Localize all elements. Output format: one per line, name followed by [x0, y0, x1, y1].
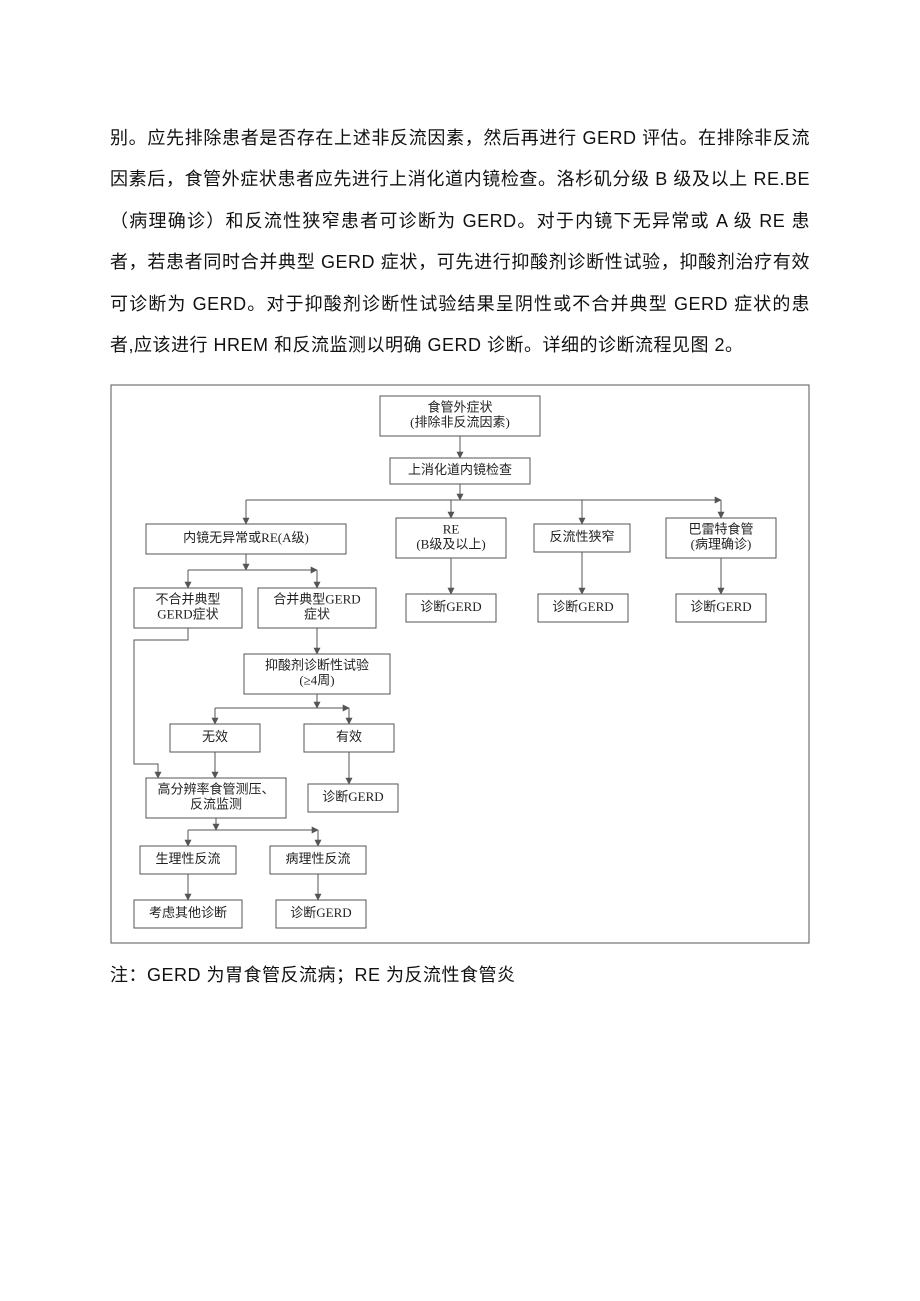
node-label: 考虑其他诊断: [149, 905, 227, 920]
node-label: 病理性反流: [285, 851, 350, 866]
node-label: RE: [443, 522, 460, 537]
node-label: 有效: [336, 729, 362, 744]
node-label: (B级及以上): [416, 537, 485, 552]
node-label: 诊断GERD: [420, 599, 481, 614]
node-label: 高分辨率食管测压、: [157, 782, 274, 797]
figure-note: 注：GERD 为胃食管反流病；RE 为反流性食管炎: [110, 956, 810, 996]
node-label: (排除非反流因素): [410, 415, 510, 430]
node-label: 上消化道内镜检查: [408, 462, 512, 477]
node-label: (≥4周): [299, 673, 334, 688]
node-label: 巴雷特食管: [688, 522, 753, 537]
node-label: (病理确诊): [691, 537, 752, 552]
node-label: 无效: [202, 729, 228, 744]
node-label: 食管外症状: [427, 400, 492, 415]
node-label: 反流性狭窄: [549, 529, 614, 544]
node-label: 诊断GERD: [290, 905, 351, 920]
node-label: 诊断GERD: [552, 599, 613, 614]
node-label: 诊断GERD: [690, 599, 751, 614]
node-label: 不合并典型: [155, 592, 220, 607]
node-label: 症状: [304, 607, 330, 622]
node-label: 反流监测: [190, 797, 242, 812]
diagnosis-flowchart: 食管外症状(排除非反流因素) 上消化道内镜检查内镜无异常或RE(A级) RE(B级及…: [110, 384, 810, 944]
node-label: 生理性反流: [155, 851, 220, 866]
node-label: GERD症状: [157, 607, 218, 622]
node-label: 抑酸剂诊断性试验: [265, 658, 369, 673]
node-label: 诊断GERD: [322, 789, 383, 804]
body-paragraph: 别。应先排除患者是否存在上述非反流因素，然后再进行 GERD 评估。在排除非反流…: [110, 118, 810, 366]
node-label: 合并典型GERD: [273, 592, 360, 607]
node-label: 内镜无异常或RE(A级): [183, 530, 309, 545]
